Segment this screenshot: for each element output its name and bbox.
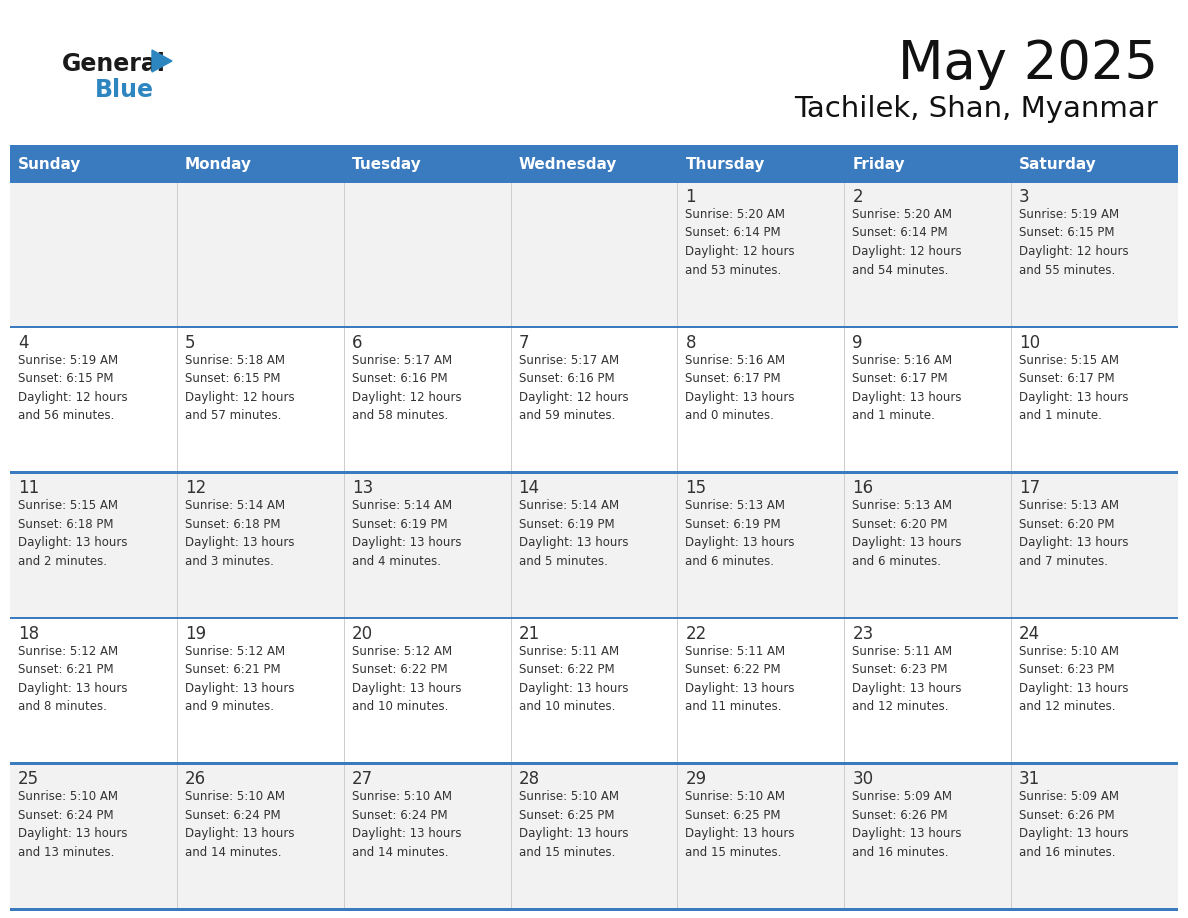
Text: Sunrise: 5:14 AM
Sunset: 6:19 PM
Daylight: 13 hours
and 4 minutes.: Sunrise: 5:14 AM Sunset: 6:19 PM Dayligh… bbox=[352, 499, 461, 567]
Text: Sunrise: 5:16 AM
Sunset: 6:17 PM
Daylight: 13 hours
and 0 minutes.: Sunrise: 5:16 AM Sunset: 6:17 PM Dayligh… bbox=[685, 353, 795, 422]
Text: Sunrise: 5:19 AM
Sunset: 6:15 PM
Daylight: 12 hours
and 56 minutes.: Sunrise: 5:19 AM Sunset: 6:15 PM Dayligh… bbox=[18, 353, 127, 422]
Text: 21: 21 bbox=[519, 625, 539, 643]
Text: Sunrise: 5:09 AM
Sunset: 6:26 PM
Daylight: 13 hours
and 16 minutes.: Sunrise: 5:09 AM Sunset: 6:26 PM Dayligh… bbox=[1019, 790, 1129, 859]
Text: May 2025: May 2025 bbox=[898, 38, 1158, 90]
Text: 23: 23 bbox=[852, 625, 873, 643]
Text: General: General bbox=[62, 52, 166, 76]
Bar bbox=[10, 763, 1178, 765]
Text: Saturday: Saturday bbox=[1019, 156, 1097, 172]
Text: Sunrise: 5:13 AM
Sunset: 6:19 PM
Daylight: 13 hours
and 6 minutes.: Sunrise: 5:13 AM Sunset: 6:19 PM Dayligh… bbox=[685, 499, 795, 567]
Bar bbox=[10, 471, 1178, 617]
Text: Friday: Friday bbox=[852, 156, 905, 172]
Bar bbox=[10, 148, 1178, 180]
Text: Tuesday: Tuesday bbox=[352, 156, 422, 172]
Text: 31: 31 bbox=[1019, 770, 1041, 789]
Bar bbox=[10, 617, 1178, 763]
Text: Sunrise: 5:10 AM
Sunset: 6:24 PM
Daylight: 13 hours
and 14 minutes.: Sunrise: 5:10 AM Sunset: 6:24 PM Dayligh… bbox=[352, 790, 461, 859]
Polygon shape bbox=[152, 50, 172, 72]
Bar bbox=[10, 145, 1178, 148]
Text: Sunrise: 5:19 AM
Sunset: 6:15 PM
Daylight: 12 hours
and 55 minutes.: Sunrise: 5:19 AM Sunset: 6:15 PM Dayligh… bbox=[1019, 208, 1129, 276]
Text: 22: 22 bbox=[685, 625, 707, 643]
Bar bbox=[10, 326, 1178, 328]
Bar bbox=[10, 763, 1178, 908]
Text: 6: 6 bbox=[352, 333, 362, 352]
Text: Sunrise: 5:15 AM
Sunset: 6:18 PM
Daylight: 13 hours
and 2 minutes.: Sunrise: 5:15 AM Sunset: 6:18 PM Dayligh… bbox=[18, 499, 127, 567]
Text: 7: 7 bbox=[519, 333, 529, 352]
Text: Sunrise: 5:13 AM
Sunset: 6:20 PM
Daylight: 13 hours
and 6 minutes.: Sunrise: 5:13 AM Sunset: 6:20 PM Dayligh… bbox=[852, 499, 962, 567]
Text: Thursday: Thursday bbox=[685, 156, 765, 172]
Text: Sunrise: 5:10 AM
Sunset: 6:24 PM
Daylight: 13 hours
and 14 minutes.: Sunrise: 5:10 AM Sunset: 6:24 PM Dayligh… bbox=[185, 790, 295, 859]
Text: 12: 12 bbox=[185, 479, 206, 498]
Text: Sunrise: 5:10 AM
Sunset: 6:24 PM
Daylight: 13 hours
and 13 minutes.: Sunrise: 5:10 AM Sunset: 6:24 PM Dayligh… bbox=[18, 790, 127, 859]
Text: Sunrise: 5:10 AM
Sunset: 6:25 PM
Daylight: 13 hours
and 15 minutes.: Sunrise: 5:10 AM Sunset: 6:25 PM Dayligh… bbox=[685, 790, 795, 859]
Text: Tachilek, Shan, Myanmar: Tachilek, Shan, Myanmar bbox=[795, 95, 1158, 123]
Text: Wednesday: Wednesday bbox=[519, 156, 617, 172]
Text: Sunrise: 5:09 AM
Sunset: 6:26 PM
Daylight: 13 hours
and 16 minutes.: Sunrise: 5:09 AM Sunset: 6:26 PM Dayligh… bbox=[852, 790, 962, 859]
Text: Sunrise: 5:17 AM
Sunset: 6:16 PM
Daylight: 12 hours
and 58 minutes.: Sunrise: 5:17 AM Sunset: 6:16 PM Dayligh… bbox=[352, 353, 461, 422]
Text: Sunrise: 5:11 AM
Sunset: 6:23 PM
Daylight: 13 hours
and 12 minutes.: Sunrise: 5:11 AM Sunset: 6:23 PM Dayligh… bbox=[852, 644, 962, 713]
Text: 19: 19 bbox=[185, 625, 206, 643]
Text: Sunrise: 5:11 AM
Sunset: 6:22 PM
Daylight: 13 hours
and 11 minutes.: Sunrise: 5:11 AM Sunset: 6:22 PM Dayligh… bbox=[685, 644, 795, 713]
Text: 25: 25 bbox=[18, 770, 39, 789]
Text: 10: 10 bbox=[1019, 333, 1041, 352]
Text: 29: 29 bbox=[685, 770, 707, 789]
Text: 1: 1 bbox=[685, 188, 696, 206]
Bar bbox=[10, 908, 1178, 911]
Text: 13: 13 bbox=[352, 479, 373, 498]
Text: 14: 14 bbox=[519, 479, 539, 498]
Text: 8: 8 bbox=[685, 333, 696, 352]
Text: Sunrise: 5:12 AM
Sunset: 6:21 PM
Daylight: 13 hours
and 9 minutes.: Sunrise: 5:12 AM Sunset: 6:21 PM Dayligh… bbox=[185, 644, 295, 713]
Text: 18: 18 bbox=[18, 625, 39, 643]
Text: 3: 3 bbox=[1019, 188, 1030, 206]
Text: 15: 15 bbox=[685, 479, 707, 498]
Text: 11: 11 bbox=[18, 479, 39, 498]
Text: Sunrise: 5:14 AM
Sunset: 6:19 PM
Daylight: 13 hours
and 5 minutes.: Sunrise: 5:14 AM Sunset: 6:19 PM Dayligh… bbox=[519, 499, 628, 567]
Text: 30: 30 bbox=[852, 770, 873, 789]
Text: Blue: Blue bbox=[95, 78, 154, 102]
Text: 20: 20 bbox=[352, 625, 373, 643]
Bar bbox=[10, 617, 1178, 620]
Bar bbox=[10, 180, 1178, 183]
Bar bbox=[10, 326, 1178, 471]
Bar bbox=[10, 471, 1178, 474]
Text: 17: 17 bbox=[1019, 479, 1041, 498]
Text: 4: 4 bbox=[18, 333, 29, 352]
Text: Monday: Monday bbox=[185, 156, 252, 172]
Text: Sunrise: 5:20 AM
Sunset: 6:14 PM
Daylight: 12 hours
and 54 minutes.: Sunrise: 5:20 AM Sunset: 6:14 PM Dayligh… bbox=[852, 208, 962, 276]
Text: Sunrise: 5:17 AM
Sunset: 6:16 PM
Daylight: 12 hours
and 59 minutes.: Sunrise: 5:17 AM Sunset: 6:16 PM Dayligh… bbox=[519, 353, 628, 422]
Text: Sunrise: 5:20 AM
Sunset: 6:14 PM
Daylight: 12 hours
and 53 minutes.: Sunrise: 5:20 AM Sunset: 6:14 PM Dayligh… bbox=[685, 208, 795, 276]
Text: Sunrise: 5:15 AM
Sunset: 6:17 PM
Daylight: 13 hours
and 1 minute.: Sunrise: 5:15 AM Sunset: 6:17 PM Dayligh… bbox=[1019, 353, 1129, 422]
Text: Sunrise: 5:13 AM
Sunset: 6:20 PM
Daylight: 13 hours
and 7 minutes.: Sunrise: 5:13 AM Sunset: 6:20 PM Dayligh… bbox=[1019, 499, 1129, 567]
Text: 9: 9 bbox=[852, 333, 862, 352]
Bar bbox=[10, 180, 1178, 326]
Text: Sunrise: 5:14 AM
Sunset: 6:18 PM
Daylight: 13 hours
and 3 minutes.: Sunrise: 5:14 AM Sunset: 6:18 PM Dayligh… bbox=[185, 499, 295, 567]
Text: Sunday: Sunday bbox=[18, 156, 81, 172]
Text: 26: 26 bbox=[185, 770, 206, 789]
Text: 27: 27 bbox=[352, 770, 373, 789]
Text: Sunrise: 5:10 AM
Sunset: 6:23 PM
Daylight: 13 hours
and 12 minutes.: Sunrise: 5:10 AM Sunset: 6:23 PM Dayligh… bbox=[1019, 644, 1129, 713]
Text: Sunrise: 5:10 AM
Sunset: 6:25 PM
Daylight: 13 hours
and 15 minutes.: Sunrise: 5:10 AM Sunset: 6:25 PM Dayligh… bbox=[519, 790, 628, 859]
Text: Sunrise: 5:11 AM
Sunset: 6:22 PM
Daylight: 13 hours
and 10 minutes.: Sunrise: 5:11 AM Sunset: 6:22 PM Dayligh… bbox=[519, 644, 628, 713]
Text: Sunrise: 5:18 AM
Sunset: 6:15 PM
Daylight: 12 hours
and 57 minutes.: Sunrise: 5:18 AM Sunset: 6:15 PM Dayligh… bbox=[185, 353, 295, 422]
Text: Sunrise: 5:12 AM
Sunset: 6:21 PM
Daylight: 13 hours
and 8 minutes.: Sunrise: 5:12 AM Sunset: 6:21 PM Dayligh… bbox=[18, 644, 127, 713]
Text: Sunrise: 5:16 AM
Sunset: 6:17 PM
Daylight: 13 hours
and 1 minute.: Sunrise: 5:16 AM Sunset: 6:17 PM Dayligh… bbox=[852, 353, 962, 422]
Text: Sunrise: 5:12 AM
Sunset: 6:22 PM
Daylight: 13 hours
and 10 minutes.: Sunrise: 5:12 AM Sunset: 6:22 PM Dayligh… bbox=[352, 644, 461, 713]
Text: 2: 2 bbox=[852, 188, 862, 206]
Text: 28: 28 bbox=[519, 770, 539, 789]
Text: 5: 5 bbox=[185, 333, 195, 352]
Text: 24: 24 bbox=[1019, 625, 1041, 643]
Text: 16: 16 bbox=[852, 479, 873, 498]
